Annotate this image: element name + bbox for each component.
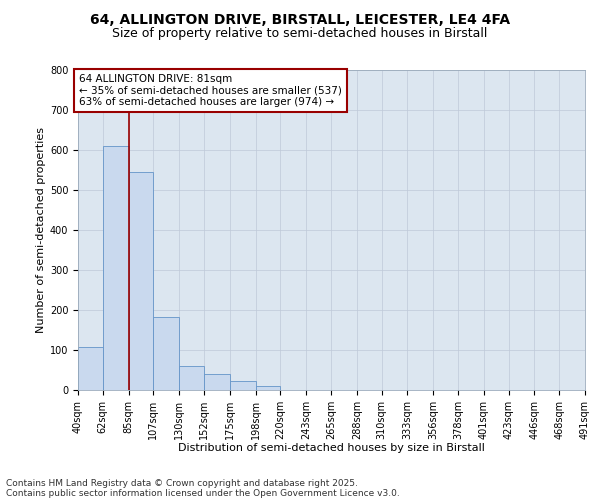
Bar	[179, 366, 204, 390]
Text: Size of property relative to semi-detached houses in Birstall: Size of property relative to semi-detach…	[112, 28, 488, 40]
Text: 64, ALLINGTON DRIVE, BIRSTALL, LEICESTER, LE4 4FA: 64, ALLINGTON DRIVE, BIRSTALL, LEICESTER…	[90, 12, 510, 26]
Bar	[256, 386, 280, 390]
Text: 64 ALLINGTON DRIVE: 81sqm
← 35% of semi-detached houses are smaller (537)
63% of: 64 ALLINGTON DRIVE: 81sqm ← 35% of semi-…	[79, 74, 342, 107]
Bar	[154, 317, 179, 390]
Text: Contains public sector information licensed under the Open Government Licence v3: Contains public sector information licen…	[6, 488, 400, 498]
Bar	[103, 146, 128, 390]
Bar	[128, 172, 154, 390]
Bar	[204, 374, 230, 390]
Bar	[230, 381, 256, 390]
Bar	[78, 347, 103, 390]
X-axis label: Distribution of semi-detached houses by size in Birstall: Distribution of semi-detached houses by …	[178, 444, 485, 454]
Text: Contains HM Land Registry data © Crown copyright and database right 2025.: Contains HM Land Registry data © Crown c…	[6, 478, 358, 488]
Y-axis label: Number of semi-detached properties: Number of semi-detached properties	[35, 127, 46, 333]
